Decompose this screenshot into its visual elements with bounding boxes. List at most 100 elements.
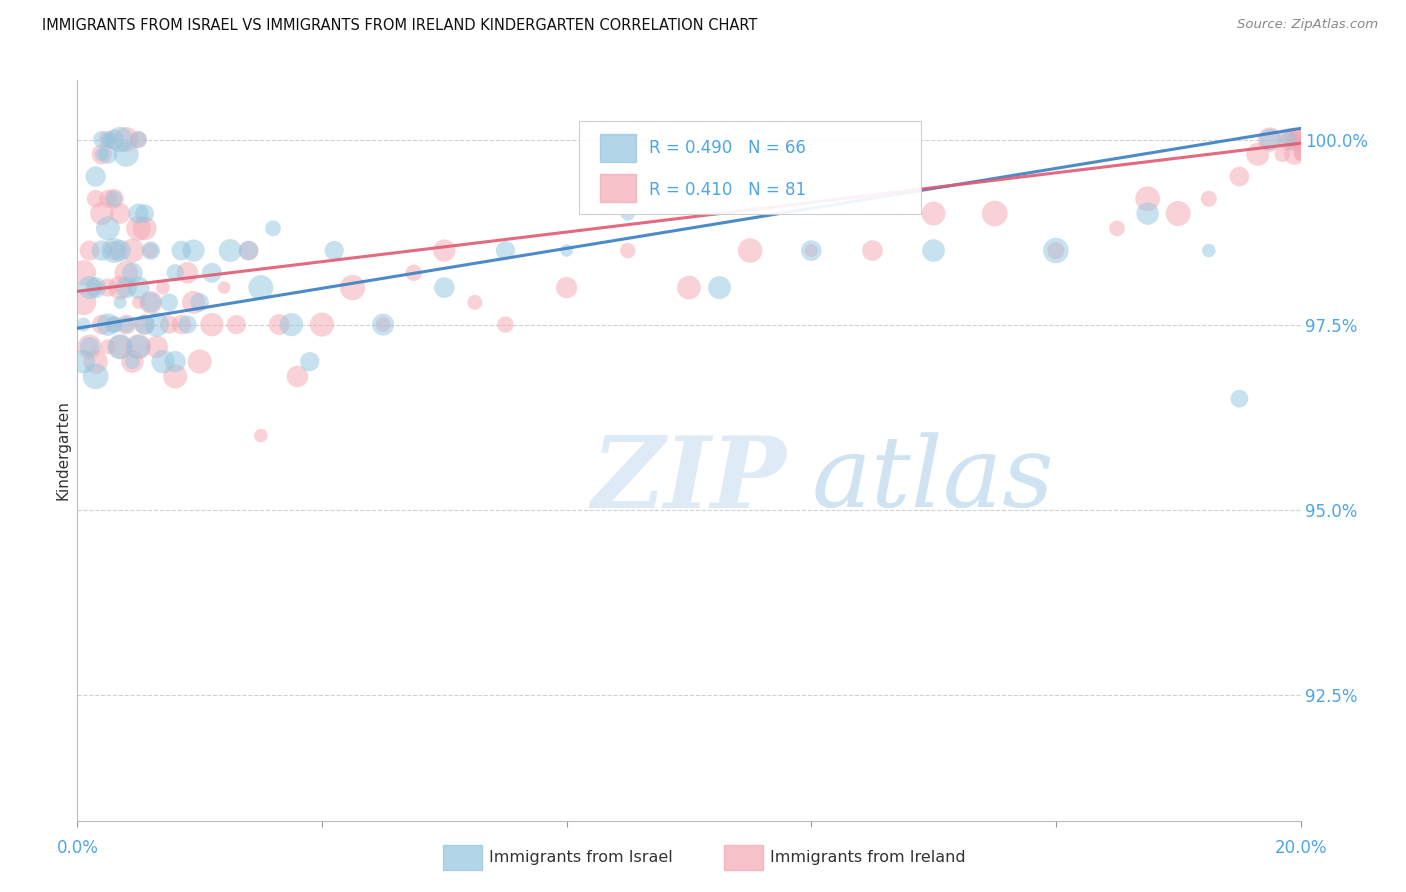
Point: [555, 244, 578, 258]
Text: Immigrants from Ireland: Immigrants from Ireland: [770, 850, 966, 864]
Point: [121, 354, 143, 368]
Point: [188, 295, 211, 310]
Point: [1136, 192, 1159, 206]
Point: [433, 280, 456, 294]
Point: [464, 295, 486, 310]
FancyBboxPatch shape: [599, 134, 637, 161]
Point: [250, 280, 273, 294]
Point: [800, 244, 823, 258]
Point: [79, 340, 101, 354]
Point: [127, 206, 149, 220]
Point: [152, 280, 174, 294]
Point: [922, 244, 945, 258]
Point: [134, 318, 156, 332]
Point: [72, 318, 94, 332]
Point: [262, 221, 284, 235]
Point: [1247, 147, 1270, 161]
Point: [97, 132, 120, 146]
Point: [269, 318, 291, 332]
Point: [97, 147, 120, 161]
Point: [152, 354, 174, 368]
Point: [862, 244, 884, 258]
Point: [170, 318, 193, 332]
Point: [371, 318, 394, 332]
Point: [97, 280, 120, 294]
Point: [165, 266, 187, 280]
Point: [115, 132, 138, 146]
Point: [90, 147, 112, 161]
Point: [103, 244, 125, 258]
Text: R = 0.490   N = 66: R = 0.490 N = 66: [648, 139, 806, 157]
Point: [238, 244, 260, 258]
Point: [84, 169, 107, 184]
Point: [280, 318, 302, 332]
FancyBboxPatch shape: [579, 121, 921, 213]
Point: [1107, 221, 1129, 235]
Point: [157, 295, 180, 310]
Point: [90, 132, 112, 146]
Point: [1136, 206, 1159, 220]
Point: [139, 244, 162, 258]
Point: [678, 280, 700, 294]
Point: [127, 132, 149, 146]
Y-axis label: Kindergarten: Kindergarten: [55, 401, 70, 500]
Point: [108, 132, 131, 146]
Text: R = 0.410   N = 81: R = 0.410 N = 81: [648, 181, 806, 199]
Point: [433, 244, 456, 258]
Point: [97, 132, 120, 146]
Point: [115, 318, 138, 332]
Point: [127, 132, 149, 146]
Point: [121, 354, 143, 368]
Point: [84, 280, 107, 294]
Text: IMMIGRANTS FROM ISRAEL VS IMMIGRANTS FROM IRELAND KINDERGARTEN CORRELATION CHART: IMMIGRANTS FROM ISRAEL VS IMMIGRANTS FRO…: [42, 18, 758, 33]
Point: [1277, 132, 1299, 146]
Point: [371, 318, 394, 332]
Point: [1277, 132, 1299, 146]
Point: [740, 244, 762, 258]
Point: [72, 295, 94, 310]
Point: [146, 318, 169, 332]
Point: [298, 354, 321, 368]
Point: [1198, 244, 1220, 258]
Point: [1229, 169, 1251, 184]
Point: [183, 295, 205, 310]
Point: [108, 340, 131, 354]
Point: [183, 244, 205, 258]
Point: [103, 244, 125, 258]
Point: [201, 266, 224, 280]
Point: [212, 280, 235, 294]
Point: [170, 244, 193, 258]
Point: [311, 318, 333, 332]
Point: [1284, 132, 1306, 146]
Point: [1289, 132, 1312, 146]
Point: [108, 340, 131, 354]
FancyBboxPatch shape: [599, 174, 637, 202]
Point: [188, 354, 211, 368]
Point: [922, 206, 945, 220]
Point: [79, 340, 101, 354]
Point: [176, 318, 198, 332]
Point: [1284, 132, 1306, 146]
Point: [84, 369, 107, 384]
Text: atlas: atlas: [811, 433, 1054, 528]
Point: [1045, 244, 1067, 258]
Point: [287, 369, 309, 384]
Point: [165, 369, 187, 384]
Point: [342, 280, 364, 294]
Point: [1289, 140, 1312, 154]
Point: [72, 354, 94, 368]
Point: [90, 244, 112, 258]
Point: [72, 266, 94, 280]
Point: [495, 244, 517, 258]
Point: [139, 295, 162, 310]
Point: [1167, 206, 1189, 220]
Point: [79, 280, 101, 294]
Point: [1289, 147, 1312, 161]
Point: [121, 266, 143, 280]
Point: [97, 192, 120, 206]
Point: [103, 318, 125, 332]
Point: [709, 280, 731, 294]
Point: [115, 147, 138, 161]
Point: [323, 244, 346, 258]
Point: [103, 192, 125, 206]
